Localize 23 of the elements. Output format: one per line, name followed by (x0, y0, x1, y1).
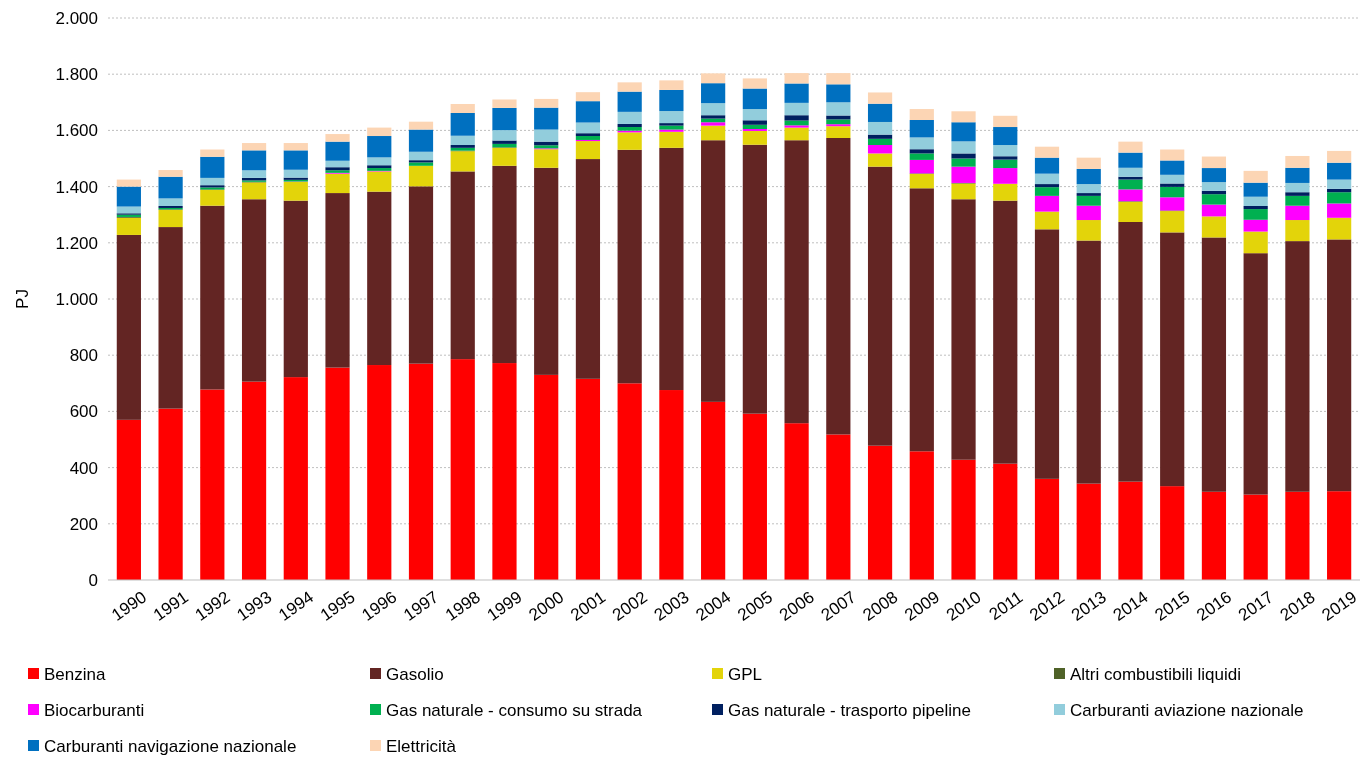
legend-label: Gas naturale - trasporto pipeline (728, 700, 971, 720)
x-tick-label: 2011 (985, 587, 1027, 624)
y-tick-label: 1.400 (55, 177, 98, 197)
legend-label: Carburanti navigazione nazionale (44, 736, 297, 756)
legend-label: Elettricità (386, 736, 457, 756)
y-tick-label: 1.800 (55, 65, 98, 85)
legend-label: Altri combustibili liquidi (1070, 664, 1242, 684)
y-axis-title: PJ (13, 289, 32, 309)
y-tick-label: 800 (69, 346, 98, 366)
y-tick-label: 1.600 (55, 121, 98, 141)
legend-label: Gas naturale - consumo su strada (386, 700, 643, 720)
legend-label: Gasolio (386, 664, 444, 684)
y-tick-label: 1.200 (55, 233, 98, 253)
legend-label: Biocarburanti (44, 700, 145, 720)
y-tick-label: 600 (69, 402, 98, 422)
y-tick-label: 0 (88, 570, 98, 590)
y-tick-label: 1.000 (55, 289, 98, 309)
legend-label: Benzina (44, 664, 106, 684)
y-tick-label: 2.000 (55, 8, 98, 28)
y-tick-label: 200 (69, 514, 98, 534)
legend-label: GPL (728, 664, 763, 684)
y-tick-label: 400 (69, 458, 98, 478)
legend-label: Carburanti aviazione nazionale (1070, 700, 1304, 720)
